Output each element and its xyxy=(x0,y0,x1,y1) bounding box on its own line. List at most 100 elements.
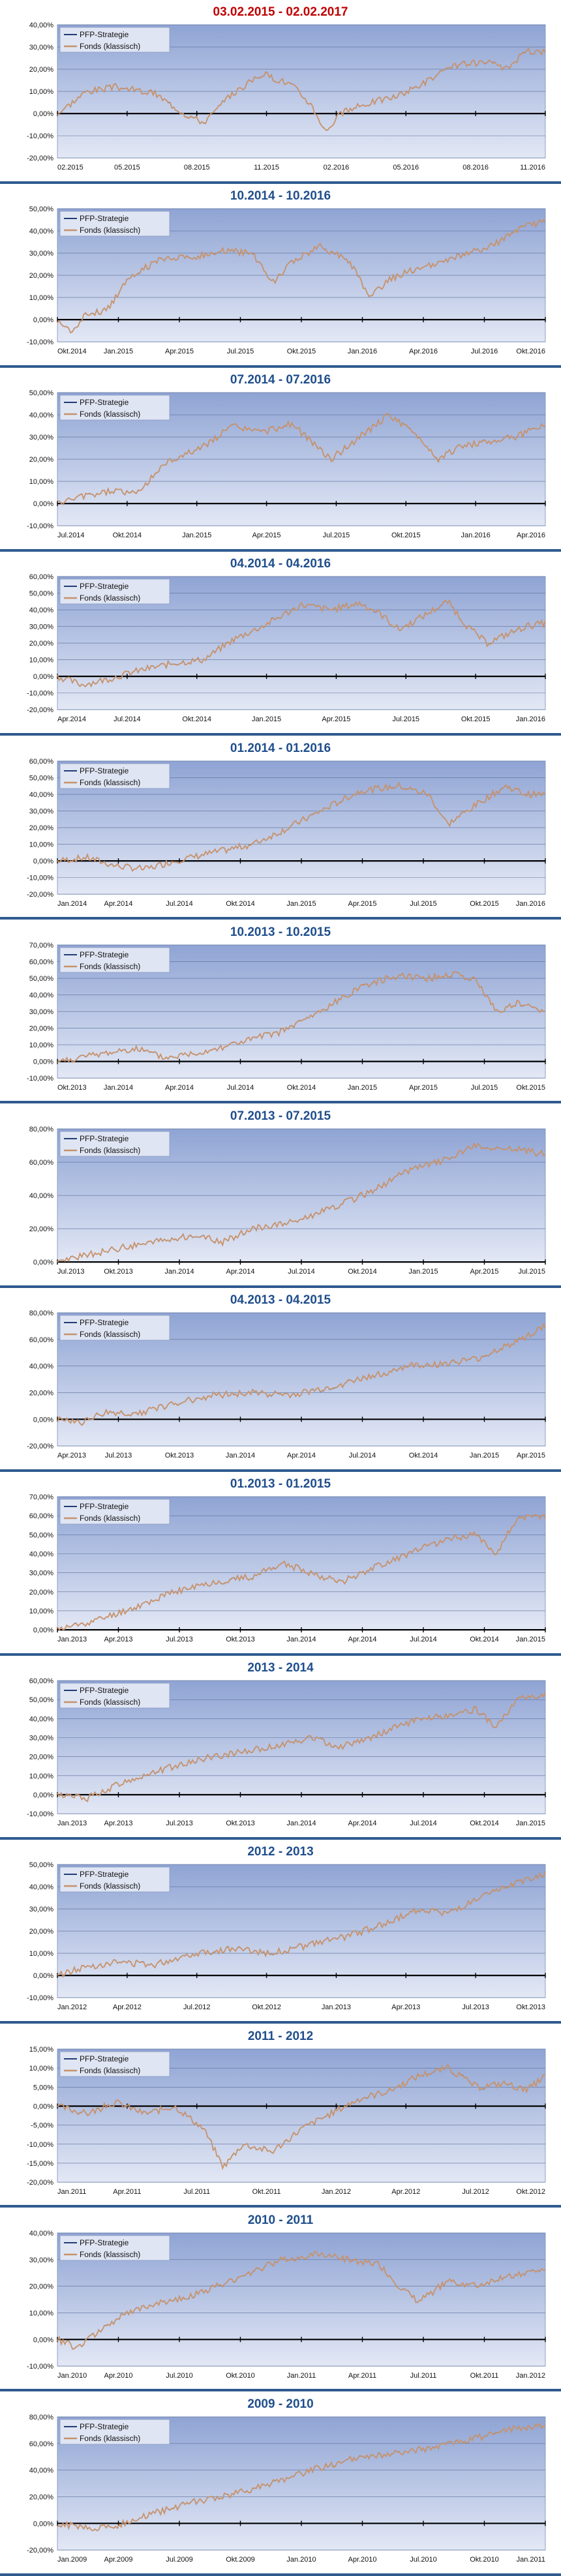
y-tick-label: 10,00% xyxy=(29,1951,53,1958)
x-tick-label: Okt.2014 xyxy=(470,1820,499,1827)
series-line-fonds-klassisch xyxy=(57,1323,546,1426)
chart-panel: 03.02.2015 - 02.02.2017 -20,00% -10,00% 0,0… xyxy=(0,0,561,184)
x-tick-label: Okt.2014 xyxy=(57,348,87,355)
x-tick-label: Jan.2014 xyxy=(104,1084,133,1092)
chart-panel: 04.2013 - 04.2015 -20,00% 0,00% 20,00% 40,00… xyxy=(0,1288,561,1472)
x-tick-label: Jan.2015 xyxy=(182,532,211,539)
y-tick-label: 60,00% xyxy=(29,958,53,966)
chart-title: 03.02.2015 - 02.02.2017 xyxy=(213,5,348,19)
y-tick-label: 60,00% xyxy=(29,1677,53,1685)
chart-svg: 04.2013 - 04.2015 -20,00% 0,00% 20,00% 40,00… xyxy=(27,1293,546,1460)
x-tick-label: 11.2015 xyxy=(254,164,279,172)
x-tick-label: Jan.2015 xyxy=(348,1084,377,1092)
legend-label-fonds-klassisch: Fonds (klassisch) xyxy=(80,42,140,51)
chart-legend: PFP-Strategie Fonds (klassisch) xyxy=(59,579,170,605)
legend-label-pfp-strategie: PFP-Strategie xyxy=(80,2054,129,2063)
y-tick-label: 60,00% xyxy=(29,573,53,581)
chart-legend: PFP-Strategie Fonds (klassisch) xyxy=(59,211,170,237)
legend-box xyxy=(59,2051,170,2076)
x-tick-label: Okt.2012 xyxy=(252,2004,281,2012)
y-tick-label: 70,00% xyxy=(29,942,53,950)
series-line-fonds-klassisch xyxy=(57,46,546,131)
y-tick-label: -10,00% xyxy=(27,2363,53,2371)
x-tick-label: Okt.2014 xyxy=(409,1452,438,1460)
y-tick-label: 0,00% xyxy=(33,500,53,508)
chart-legend: PFP-Strategie Fonds (klassisch) xyxy=(59,763,170,788)
series-line-fonds-klassisch xyxy=(57,970,546,1063)
y-tick-label: -20,00% xyxy=(27,1443,53,1450)
x-tick-label: Jan.2010 xyxy=(286,2556,316,2564)
x-tick-label: Jan.2009 xyxy=(57,2556,87,2564)
x-tick-label: Okt.2013 xyxy=(226,1636,255,1643)
y-tick-label: 60,00% xyxy=(29,1159,53,1167)
y-tick-label: -20,00% xyxy=(27,891,53,899)
legend-label-pfp-strategie: PFP-Strategie xyxy=(80,30,129,39)
y-tick-label: 10,00% xyxy=(29,1773,53,1780)
legend-label-fonds-klassisch: Fonds (klassisch) xyxy=(80,1881,140,1891)
x-tick-label: Jul.2015 xyxy=(471,1084,498,1092)
legend-label-pfp-strategie: PFP-Strategie xyxy=(80,398,129,407)
y-tick-label: -10,00% xyxy=(27,874,53,882)
x-tick-label: Okt.2016 xyxy=(516,348,545,355)
y-tick-label: -20,00% xyxy=(27,2179,53,2187)
y-tick-label: 30,00% xyxy=(29,1906,53,1913)
x-tick-label: Okt.2013 xyxy=(57,1084,87,1092)
chart-legend: PFP-Strategie Fonds (klassisch) xyxy=(59,2051,170,2076)
x-tick-label: Jul.2010 xyxy=(410,2556,437,2564)
x-tick-label: Jul.2015 xyxy=(393,716,420,724)
legend-label-fonds-klassisch: Fonds (klassisch) xyxy=(80,1514,140,1523)
y-tick-label: 50,00% xyxy=(29,205,53,213)
y-tick-label: 30,00% xyxy=(29,623,53,631)
chart-legend: PFP-Strategie Fonds (klassisch) xyxy=(59,2235,170,2261)
legend-label-fonds-klassisch: Fonds (klassisch) xyxy=(80,2434,140,2443)
x-tick-label: Apr.2013 xyxy=(104,1636,133,1643)
x-tick-label: Apr.2010 xyxy=(348,2556,377,2564)
y-tick-label: 50,00% xyxy=(29,975,53,983)
y-tick-label: 20,00% xyxy=(29,1754,53,1761)
legend-box xyxy=(59,1315,170,1341)
x-tick-label: 02.2016 xyxy=(324,164,350,172)
legend-label-pfp-strategie: PFP-Strategie xyxy=(80,766,129,775)
y-tick-label: 30,00% xyxy=(29,1735,53,1743)
y-tick-label: 20,00% xyxy=(29,66,53,74)
y-tick-label: 0,00% xyxy=(33,1626,53,1634)
y-tick-label: 10,00% xyxy=(29,657,53,665)
chart-panel: 07.2014 - 07.2016 -10,00% 0,00% 10,00% 20,00… xyxy=(0,368,561,552)
y-tick-label: 20,00% xyxy=(29,1928,53,1936)
legend-label-fonds-klassisch: Fonds (klassisch) xyxy=(80,2066,140,2075)
y-tick-label: 10,00% xyxy=(29,88,53,96)
series-line-fonds-klassisch xyxy=(57,1692,546,1803)
x-tick-label: Apr.2014 xyxy=(348,1820,377,1827)
y-tick-label: 10,00% xyxy=(29,841,53,848)
chart-panel: 01.2013 - 01.2015 0,00% 10,00% 20,00% 30,00%… xyxy=(0,1472,561,1656)
y-tick-label: 40,00% xyxy=(29,1883,53,1891)
legend-box xyxy=(59,2419,170,2445)
y-tick-label: 40,00% xyxy=(29,1363,53,1371)
chart-svg: 10.2014 - 10.2016 -10,00% 0,00% 10,00% 20,00… xyxy=(27,189,546,355)
chart-legend: PFP-Strategie Fonds (klassisch) xyxy=(59,947,170,973)
y-tick-label: 20,00% xyxy=(29,1389,53,1397)
chart-svg: 01.2013 - 01.2015 0,00% 10,00% 20,00% 30,00%… xyxy=(29,1477,546,1643)
x-tick-label: Apr.2009 xyxy=(104,2556,133,2564)
x-tick-label: Jul.2015 xyxy=(227,348,254,355)
x-tick-label: Apr.2014 xyxy=(287,1452,316,1460)
y-tick-label: -10,00% xyxy=(27,338,53,346)
x-tick-label: Jul.2014 xyxy=(57,532,85,539)
chart-title: 01.2014 - 01.2016 xyxy=(230,741,331,755)
x-tick-label: Jul.2015 xyxy=(410,900,437,908)
y-tick-label: 40,00% xyxy=(29,2230,53,2238)
x-tick-label: Jan.2016 xyxy=(461,532,491,539)
chart-legend: PFP-Strategie Fonds (klassisch) xyxy=(59,1131,170,1157)
x-tick-label: Jul.2009 xyxy=(166,2556,193,2564)
y-tick-label: 20,00% xyxy=(29,1025,53,1032)
x-tick-label: Jan.2015 xyxy=(408,1268,438,1276)
y-tick-label: 60,00% xyxy=(29,758,53,766)
x-tick-label: Jan.2014 xyxy=(286,1820,316,1827)
x-tick-label: Jul.2013 xyxy=(166,1820,193,1827)
series-line-fonds-klassisch xyxy=(57,1142,546,1263)
chart-svg: 2011 - 2012 -20,00% -15,00% -10,00% -5,00% 0,… xyxy=(27,2029,546,2196)
x-tick-label: Jan.2015 xyxy=(252,716,281,724)
y-tick-label: 70,00% xyxy=(29,1493,53,1501)
y-tick-label: 80,00% xyxy=(29,2414,53,2421)
